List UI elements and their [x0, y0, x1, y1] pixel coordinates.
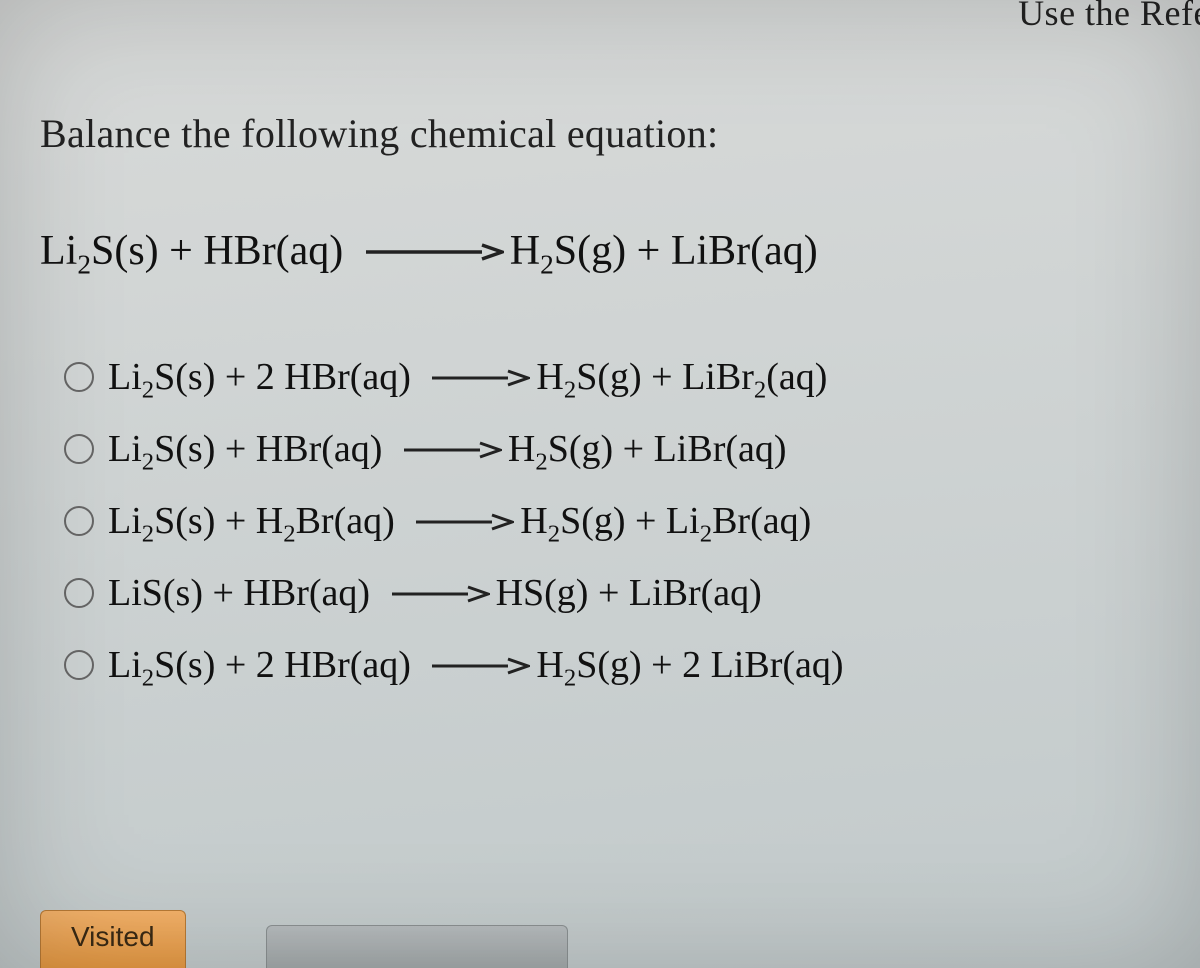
answer-option-3[interactable]: Li2S(s) + H2Br(aq) H2S(g) + Li2Br(aq) — [64, 499, 1160, 543]
question-content: Balance the following chemical equation:… — [0, 0, 1200, 687]
option-equation: Li2S(s) + 2 HBr(aq) H2S(g) + 2 LiBr(aq) — [108, 643, 844, 687]
option-equation: LiS(s) + HBr(aq) HS(g) + LiBr(aq) — [108, 571, 762, 615]
visited-button[interactable]: Visited — [40, 910, 186, 968]
reaction-arrow-icon — [414, 512, 514, 532]
reaction-arrow-icon — [430, 656, 530, 676]
radio-button[interactable] — [64, 578, 94, 608]
reaction-arrow-icon — [390, 584, 490, 604]
option-equation: Li2S(s) + H2Br(aq) H2S(g) + Li2Br(aq) — [108, 499, 811, 543]
page-header-fragment: Use the Refe — [1018, 0, 1200, 34]
radio-button[interactable] — [64, 362, 94, 392]
question-prompt: Balance the following chemical equation: — [40, 110, 1160, 157]
reaction-arrow-icon — [364, 242, 504, 262]
answer-options: Li2S(s) + 2 HBr(aq) H2S(g) + LiBr2(aq) Li… — [40, 355, 1160, 687]
main-equation: Li2S(s) + HBr(aq) H2S(g) + LiBr(aq) — [40, 227, 1160, 275]
answer-option-1[interactable]: Li2S(s) + 2 HBr(aq) H2S(g) + LiBr2(aq) — [64, 355, 1160, 399]
radio-button[interactable] — [64, 434, 94, 464]
answer-option-2[interactable]: Li2S(s) + HBr(aq) H2S(g) + LiBr(aq) — [64, 427, 1160, 471]
reaction-arrow-icon — [402, 440, 502, 460]
option-equation: Li2S(s) + HBr(aq) H2S(g) + LiBr(aq) — [108, 427, 787, 471]
nav-button-placeholder[interactable] — [266, 925, 568, 968]
radio-button[interactable] — [64, 506, 94, 536]
answer-option-5[interactable]: Li2S(s) + 2 HBr(aq) H2S(g) + 2 LiBr(aq) — [64, 643, 1160, 687]
option-equation: Li2S(s) + 2 HBr(aq) H2S(g) + LiBr2(aq) — [108, 355, 827, 399]
answer-option-4[interactable]: LiS(s) + HBr(aq) HS(g) + LiBr(aq) — [64, 571, 1160, 615]
radio-button[interactable] — [64, 650, 94, 680]
bottom-bar: Visited — [40, 910, 568, 968]
reaction-arrow-icon — [430, 368, 530, 388]
